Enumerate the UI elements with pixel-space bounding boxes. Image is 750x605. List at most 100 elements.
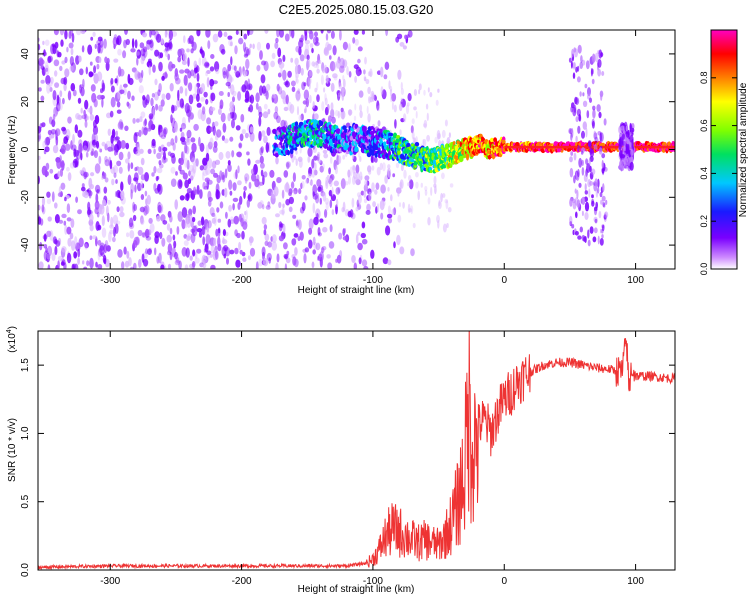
spectrogram-noise-cell (242, 221, 248, 230)
spectrogram-ridge-cell (344, 141, 348, 148)
spectrogram-ridge-cell (443, 163, 447, 169)
spectrogram-noise-cell (311, 261, 315, 269)
spectrogram-noise-cell (312, 101, 315, 109)
spectrogram-noise-cell (240, 113, 245, 123)
spectrogram-noise-cell (368, 71, 373, 77)
spectrogram-noise-cell (185, 247, 190, 258)
spectrogram-noise-cell (202, 181, 206, 190)
spectrogram-noise-cell (148, 65, 151, 76)
spectrogram-noise-cell (78, 237, 84, 248)
spectrogram-noise-cell (134, 39, 138, 49)
spectrogram-noise-cell (64, 224, 68, 235)
spectrogram-noise-cell (298, 46, 302, 56)
spectrogram-noise-cell (96, 94, 103, 100)
spectrogram-noise-cell (339, 65, 345, 73)
spectrogram-noise-cell (86, 209, 92, 216)
spectrogram-noise-cell (168, 61, 174, 72)
spectrogram-noise-cell (190, 175, 194, 181)
spectrogram-noise-cell (45, 252, 51, 263)
spectrogram-noise-cell (389, 88, 393, 97)
spectrogram-noise-cell (251, 173, 257, 182)
spectrogram-noise-cell (358, 257, 362, 265)
spectrogram-noise-cell (45, 136, 51, 146)
spectrogram-noise-cell (210, 92, 216, 102)
spectrogram-noise-cell (44, 39, 50, 46)
snr-ytick-label: 0.0 (20, 563, 31, 577)
spectrogram-noise-cell (54, 245, 58, 256)
spectrogram-noise-cell (152, 106, 155, 117)
spectrogram-noise-cell (356, 192, 361, 198)
spectrogram-noise-cell (397, 69, 402, 80)
spectrogram-noise-cell (54, 41, 59, 49)
spectrogram-noise-cell (346, 66, 349, 76)
spectrogram-noise-cell (75, 55, 80, 65)
spectrogram-noise-cell (308, 70, 313, 77)
spectrogram-burst-cell (581, 159, 584, 166)
spectrogram-burst-cell (589, 226, 594, 234)
spectrogram-noise-cell (205, 167, 211, 176)
spectrogram-noise-cell (328, 167, 331, 175)
spectrogram-noise-cell (349, 209, 354, 218)
spectrogram-noise-cell (210, 168, 216, 175)
spectrogram-noise-cell (121, 261, 125, 269)
spectrogram-noise-cell (192, 205, 196, 215)
spectrogram-noise-cell (110, 96, 116, 108)
spectrogram-noise-cell (178, 164, 182, 172)
spectrogram-noise-cell (138, 72, 143, 84)
spectrogram-noise-cell (196, 82, 201, 88)
spectrogram-noise-cell (186, 192, 190, 202)
spectrogram-noise-cell (89, 114, 95, 121)
spectrogram-noise-cell (146, 60, 153, 68)
spectrogram-noise-cell (116, 35, 122, 46)
spectrogram-burst-cell (598, 111, 602, 119)
spectrogram-noise-cell (73, 263, 79, 269)
spectrogram-noise-cell (136, 143, 141, 153)
spectrogram-noise-cell (313, 155, 318, 161)
spectrogram-noise-cell (440, 192, 443, 203)
spectrogram-noise-cell (87, 108, 93, 113)
spectrogram-burst-cell (582, 121, 587, 130)
spectrogram-noise-cell (243, 190, 246, 199)
spectrogram-noise-cell (366, 105, 369, 114)
spectrogram-noise-cell (281, 189, 285, 199)
spectrogram-noise-cell (191, 41, 197, 51)
spectrogram-burst-cell (573, 104, 577, 113)
spectrogram-noise-cell (156, 167, 163, 174)
spectrogram-noise-cell (160, 214, 166, 222)
spectrogram-noise-cell (236, 232, 241, 239)
spectrogram-burst-cell (569, 215, 573, 226)
spectrogram-ridge-cell (374, 152, 378, 158)
spectrogram-burst-cell (585, 60, 590, 70)
spectrogram-noise-cell (324, 209, 328, 218)
spectrogram-noise-cell (59, 65, 63, 72)
spectrogram-noise-cell (327, 262, 333, 269)
spectrogram-noise-cell (165, 30, 169, 35)
spectrogram-noise-cell (166, 223, 171, 231)
spectrogram-noise-cell (398, 202, 402, 208)
spectrogram-burst-cell (602, 183, 605, 193)
spectrogram-noise-cell (190, 168, 196, 178)
spectrogram-noise-cell (441, 172, 445, 180)
spectrogram-noise-cell (357, 150, 361, 158)
spectrogram-noise-cell (326, 174, 330, 182)
spectrogram-noise-cell (51, 191, 55, 202)
spectrogram-ridge-cell (345, 150, 350, 155)
spectrogram-noise-cell (149, 120, 154, 130)
spectrogram-noise-cell (348, 71, 352, 78)
spectrogram-noise-cell (445, 199, 449, 210)
spectrogram-noise-cell (38, 131, 42, 142)
spectrogram-noise-cell (274, 42, 279, 49)
spectrogram-noise-cell (342, 111, 344, 120)
spectrogram-noise-cell (110, 85, 115, 93)
spectrogram-noise-cell (181, 219, 186, 230)
spectrogram-noise-cell (183, 35, 186, 44)
spectrogram-burst-cell (573, 175, 576, 184)
spectrogram-noise-cell (324, 93, 327, 102)
spectrogram-noise-cell (85, 151, 89, 158)
spectrogram-noise-cell (304, 105, 307, 113)
spectrogram-noise-cell (137, 166, 144, 176)
colorbar-tick-label: 0.8 (699, 72, 709, 85)
spectrogram-noise-cell (300, 113, 304, 121)
spectrogram-ridge-cell (410, 159, 415, 163)
